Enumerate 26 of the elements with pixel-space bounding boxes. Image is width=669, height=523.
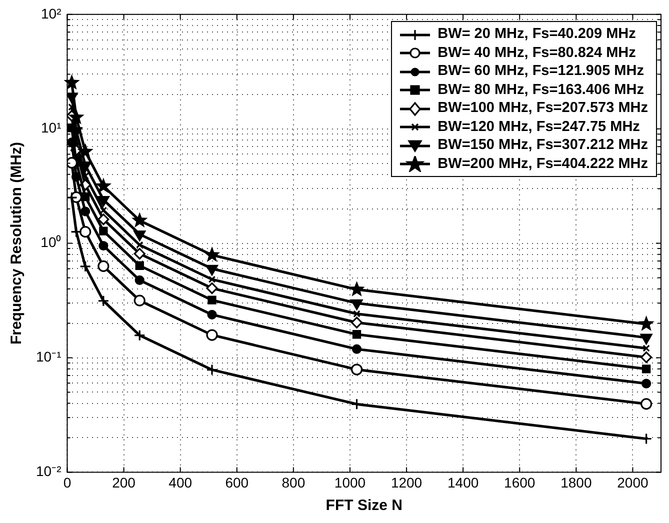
x-tick-label: 1400 xyxy=(448,474,479,490)
y-axis-title: Frequency Resolution (MHz) xyxy=(8,142,26,345)
legend-label: BW=150 MHz, Fs=307.212 MHz xyxy=(438,136,648,155)
x-tick-label: 400 xyxy=(168,474,192,490)
legend-label: BW=100 MHz, Fs=207.573 MHz xyxy=(438,99,648,118)
legend-label: BW=120 MHz, Fs=247.75 MHz xyxy=(438,118,640,136)
x-tick-label: 2000 xyxy=(617,474,649,490)
legend-label: BW= 80 MHz, Fs=163.406 MHz xyxy=(438,80,644,100)
legend-label: BW=200 MHz, Fs=404.222 MHz xyxy=(438,154,648,174)
y-tick-label: 10⁻² xyxy=(36,463,62,480)
x-tick-label: 200 xyxy=(112,474,136,490)
x-tick-label: 0 xyxy=(63,474,72,490)
legend-label: BW= 40 MHz, Fs=80.824 MHz xyxy=(438,44,636,62)
legend-label: BW= 60 MHz, Fs=121.905 MHz xyxy=(438,62,644,81)
x-tick-label: 1600 xyxy=(504,474,536,490)
y-tick-label: 10⁰ xyxy=(40,234,62,250)
x-tick-label: 1800 xyxy=(560,474,592,490)
x-tick-label: 600 xyxy=(225,474,249,490)
x-axis-title: FFT Size N xyxy=(326,497,402,514)
y-tick-label: 10⁻¹ xyxy=(36,348,62,365)
y-tick-label: 10¹ xyxy=(41,120,62,136)
x-tick-label: 1200 xyxy=(390,474,422,490)
x-tick-label: 1000 xyxy=(334,474,366,490)
legend-label: BW= 20 MHz, Fs=40.209 MHz xyxy=(438,25,636,44)
x-tick-label: 800 xyxy=(282,474,306,490)
y-tick-label: 10² xyxy=(41,5,62,22)
